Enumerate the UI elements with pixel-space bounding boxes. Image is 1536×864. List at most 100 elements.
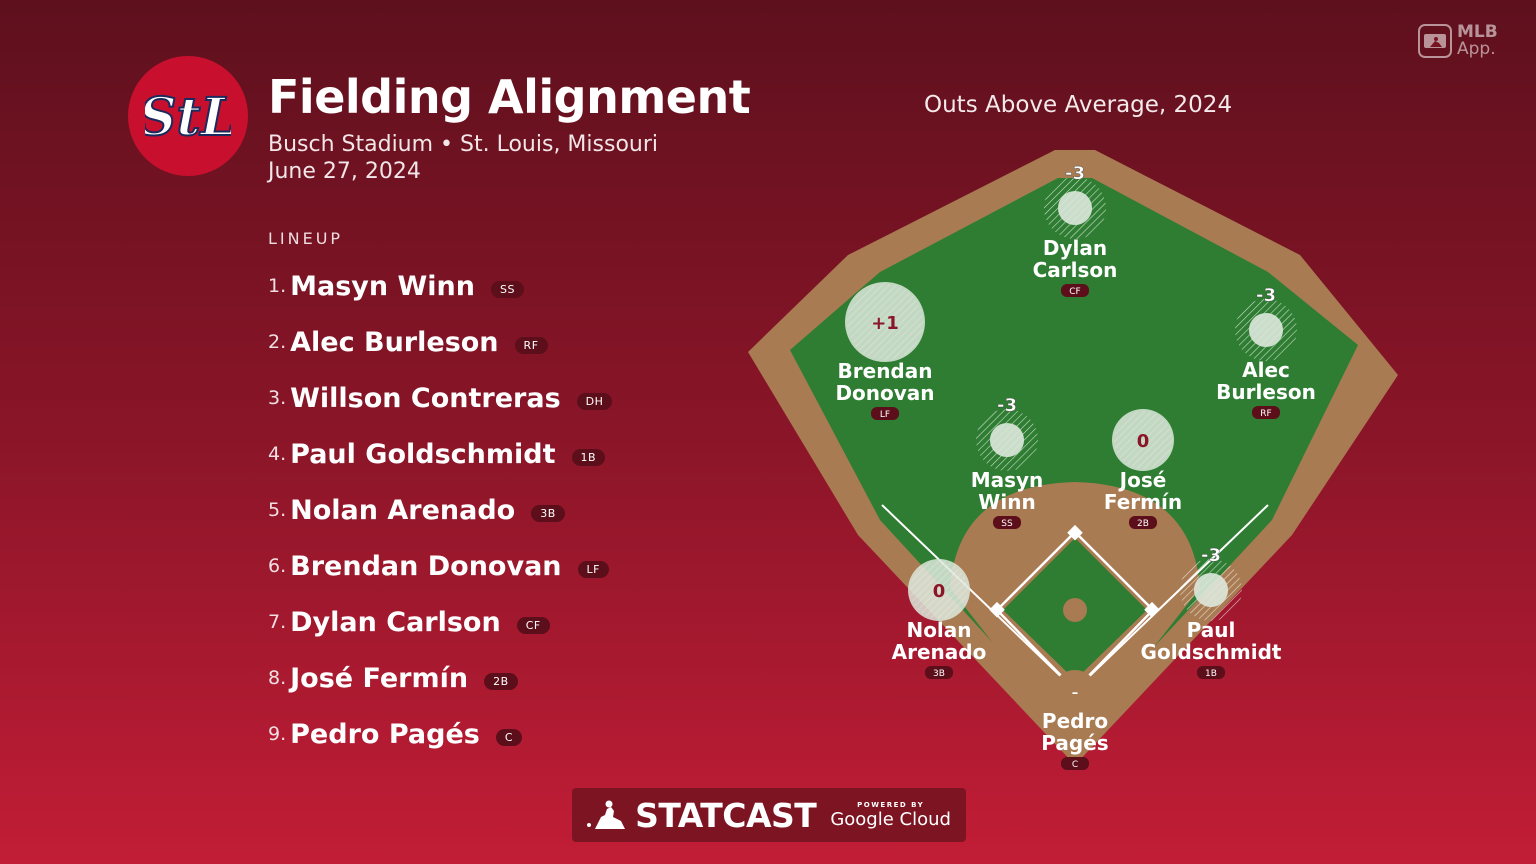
oaa-value: – (1072, 686, 1079, 701)
fielder-last-name: Arenado (892, 640, 987, 664)
team-logo: StL (128, 56, 248, 176)
second-base (1067, 524, 1083, 541)
position-badge: SS (491, 280, 524, 298)
position-badge: 3B (531, 504, 565, 522)
lineup-number: 8. (268, 667, 287, 689)
lineup-number: 3. (268, 387, 287, 409)
oaa-marker (1248, 312, 1284, 348)
lineup-player-name: Pedro Pagés (290, 718, 480, 750)
page-title: Fielding Alignment (268, 70, 751, 124)
oaa-marker (1193, 572, 1229, 608)
oaa-hatch (847, 284, 923, 360)
position-badge: CF (516, 616, 550, 634)
lineup-number: 5. (268, 499, 287, 521)
lineup-item: 2. Alec Burleson RF (268, 314, 612, 370)
lineup-player-name: Paul Goldschmidt (290, 438, 556, 470)
position-badge-bg (993, 516, 1021, 529)
oaa-value: +1 (871, 313, 899, 334)
lineup-number: 7. (268, 611, 287, 633)
mlb-batter-logo-icon (587, 800, 626, 829)
lineup-player-name: Nolan Arenado (290, 494, 516, 526)
position-badge-bg (1252, 406, 1280, 419)
lineup-player-name: Alec Burleson (290, 326, 499, 358)
pitchers-mound (1063, 598, 1087, 622)
fielder-position-badge: CF (1069, 287, 1080, 297)
first-base (1144, 601, 1160, 618)
lineup-player-name: Masyn Winn (290, 270, 476, 302)
fielder-last-name: Fermín (1104, 490, 1182, 514)
lineup-player-name: Brendan Donovan (290, 550, 562, 582)
oaa-value: -3 (1065, 163, 1085, 184)
fielder-position-badge: 1B (1205, 669, 1217, 679)
lineup-item: 6. Brendan Donovan LF (268, 538, 612, 594)
fielder-position-badge: 2B (1137, 519, 1149, 529)
team-logo-text: StL (145, 87, 231, 148)
position-badge-bg (1061, 284, 1089, 297)
position-badge: C (495, 728, 523, 746)
statcast-label: STATCAST (635, 795, 817, 835)
lineup-item: 7. Dylan Carlson CF (268, 594, 612, 650)
mlb-app-logo: MLB App. (1418, 24, 1498, 58)
oaa-value: 0 (933, 581, 946, 602)
fielder-position-badge: LF (880, 410, 890, 420)
game-info: Busch Stadium • St. Louis, Missouri June… (268, 131, 658, 185)
stl-cardinals-logo-icon: StL (145, 86, 231, 149)
lineup-item: 5. Nolan Arenado 3B (268, 482, 612, 538)
fielder-last-name: Carlson (1033, 258, 1118, 282)
lineup-player-name: Willson Contreras (290, 382, 561, 414)
lineup-number: 1. (268, 275, 287, 297)
position-badge-bg (871, 407, 899, 420)
fielder-first-name: José (1118, 468, 1167, 492)
mlb-app-line1: MLB (1457, 22, 1498, 42)
game-date: June 27, 2024 (268, 159, 421, 184)
lineup-number: 9. (268, 723, 287, 745)
position-badge-bg (1061, 757, 1089, 770)
fielder-first-name: Brendan (838, 359, 933, 383)
mlb-app-text: MLB App. (1457, 24, 1498, 58)
lineup-number: 4. (268, 443, 287, 465)
position-badge-bg (925, 666, 953, 679)
position-badge: LF (577, 560, 609, 578)
google-cloud-text: Google Cloud (830, 808, 951, 830)
lineup-item: 9. Pedro Pagés C (268, 706, 612, 762)
fielder-first-name: Paul (1187, 618, 1236, 642)
position-badge: DH (576, 392, 613, 410)
oaa-value: -3 (1256, 285, 1276, 306)
chart-title: Outs Above Average, 2024 (924, 92, 1233, 118)
fielder-first-name: Nolan (906, 618, 971, 642)
fielder-last-name: Donovan (835, 381, 934, 405)
oaa-marker (989, 422, 1025, 458)
fielder-position-badge: C (1072, 760, 1078, 770)
foul-line-right (1074, 504, 1269, 691)
fielder-first-name: Alec (1242, 358, 1290, 382)
position-badge-bg (1197, 666, 1225, 679)
lineup-item: 3. Willson Contreras DH (268, 370, 613, 426)
oaa-hatch (910, 561, 968, 619)
fielder-position-badge: 3B (933, 669, 945, 679)
lineup-number: 2. (268, 331, 287, 353)
home-plate-circle (1053, 670, 1097, 714)
position-badge: 1B (571, 448, 606, 466)
lineup-number: 6. (268, 555, 287, 577)
fielder-last-name: Burleson (1216, 380, 1316, 404)
foul-line-left (881, 504, 1076, 691)
fielder-first-name: Pedro (1042, 709, 1108, 733)
third-base (989, 601, 1005, 618)
position-badge: RF (514, 336, 548, 354)
statcast-banner: STATCAST POWERED BY Google Cloud (572, 788, 966, 842)
mlb-app-icon (1418, 24, 1452, 58)
position-badge: 2B (484, 672, 518, 690)
lineup-heading: LINEUP (268, 229, 344, 248)
mlb-app-line2: App. (1457, 39, 1496, 59)
oaa-value: 0 (1137, 431, 1150, 452)
lineup-list: 1. Masyn Winn SS 2. Alec Burleson RF 3. Willson… (268, 258, 613, 762)
